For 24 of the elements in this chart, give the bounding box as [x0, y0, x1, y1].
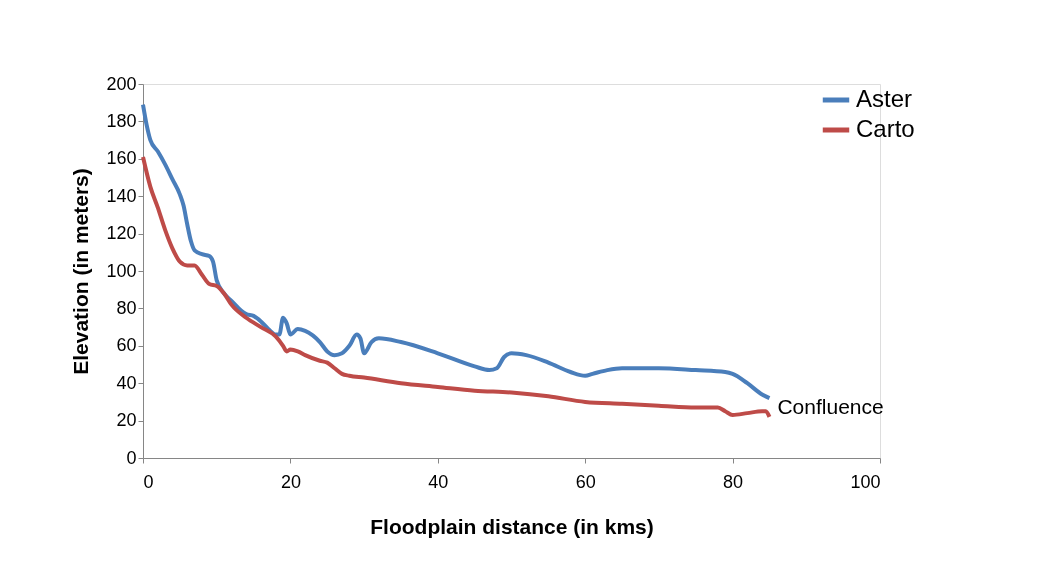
legend-label: Carto — [856, 115, 915, 142]
x-tick-label: 80 — [723, 471, 744, 492]
y-tick-label: 40 — [116, 372, 137, 393]
x-tick-label: 40 — [428, 471, 449, 492]
x-tick-label: 60 — [575, 471, 596, 492]
annotation: Confluence — [777, 394, 884, 418]
x-tick-label: 100 — [850, 471, 881, 492]
y-tick-label: 80 — [116, 297, 137, 318]
y-tick-label: 200 — [106, 73, 137, 94]
y-tick-label: 160 — [106, 148, 137, 169]
line-series — [141, 102, 772, 401]
y-axis-title: Elevation (in meters) — [69, 168, 93, 375]
x-tick-label: 0 — [143, 471, 154, 492]
y-tick-label: 0 — [126, 447, 137, 468]
line-series — [141, 154, 772, 419]
x-axis-title: Floodplain distance (in kms) — [370, 514, 654, 538]
y-tick-label: 180 — [106, 110, 137, 131]
legend-label: Aster — [856, 85, 913, 112]
y-tick-label: 140 — [106, 185, 137, 206]
y-tick-label: 60 — [116, 335, 137, 356]
y-tick-label: 120 — [106, 223, 137, 244]
y-tick-label: 20 — [116, 410, 137, 431]
y-tick-label: 100 — [106, 260, 137, 281]
x-tick-label: 20 — [280, 471, 301, 492]
